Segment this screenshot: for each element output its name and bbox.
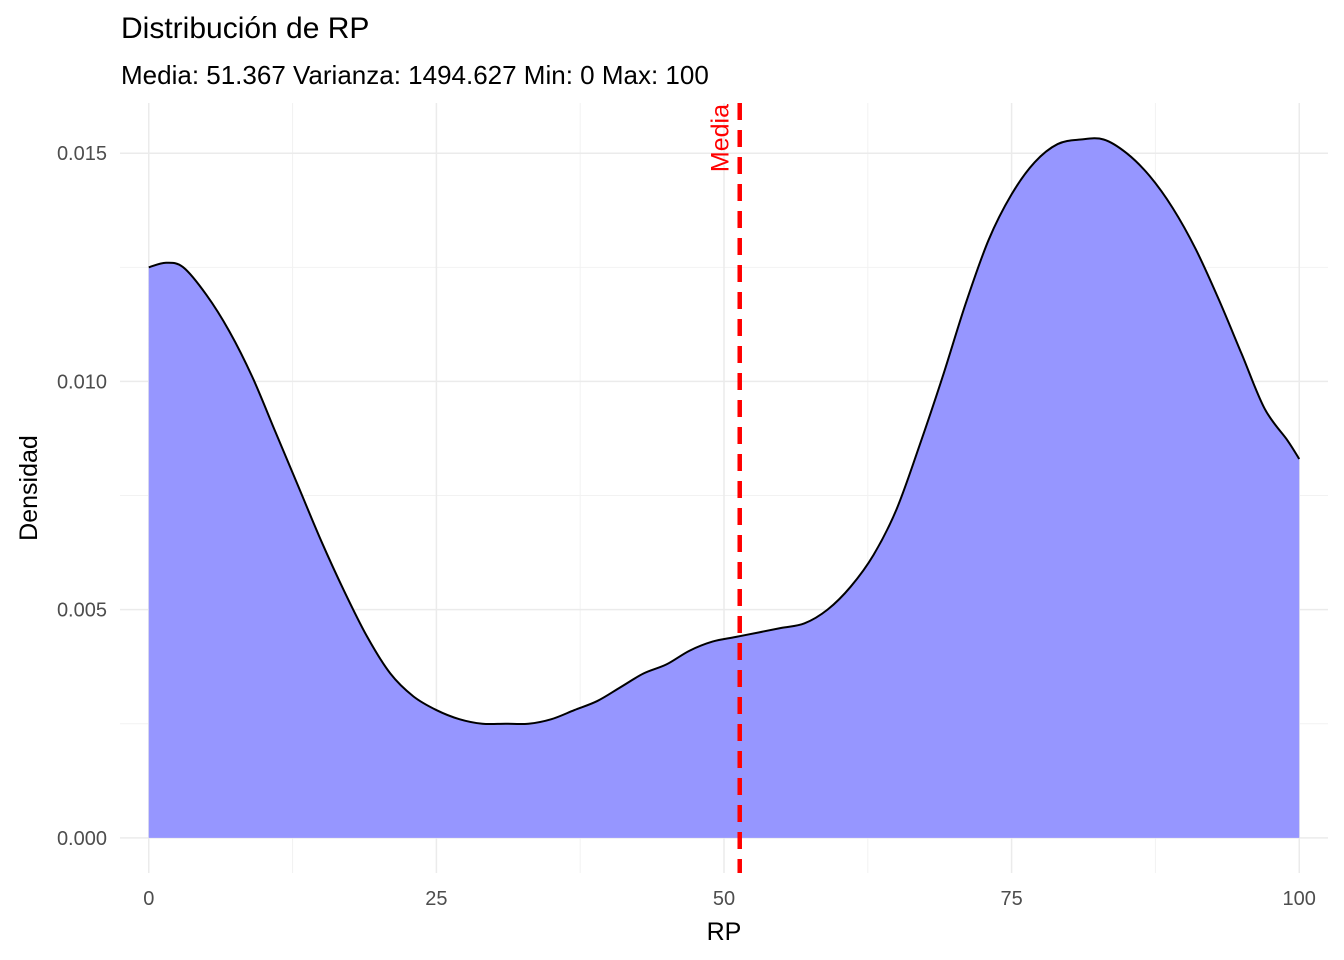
mean-label: Media — [707, 104, 735, 172]
y-axis-ticks: 0.000 0.005 0.010 0.015 — [57, 143, 107, 850]
chart-subtitle: Media: 51.367 Varianza: 1494.627 Min: 0 … — [121, 60, 709, 90]
y-tick-label: 0.005 — [57, 600, 107, 622]
y-tick-label: 0.010 — [57, 371, 107, 393]
y-tick-label: 0.000 — [57, 828, 107, 850]
density-area — [148, 138, 1300, 838]
x-tick-label: 75 — [1000, 888, 1022, 910]
y-axis-title: Densidad — [15, 435, 43, 541]
y-tick-label: 0.015 — [57, 143, 107, 165]
x-tick-label: 25 — [425, 888, 447, 910]
density-line — [148, 137, 1301, 726]
x-tick-label: 50 — [713, 888, 735, 910]
x-tick-label: 100 — [1283, 888, 1316, 910]
x-axis-ticks: 0 25 50 75 100 — [143, 888, 1316, 910]
x-axis-title: RP — [707, 918, 742, 946]
chart-title: Distribución de RP — [121, 12, 370, 45]
x-tick-label: 0 — [143, 888, 154, 910]
